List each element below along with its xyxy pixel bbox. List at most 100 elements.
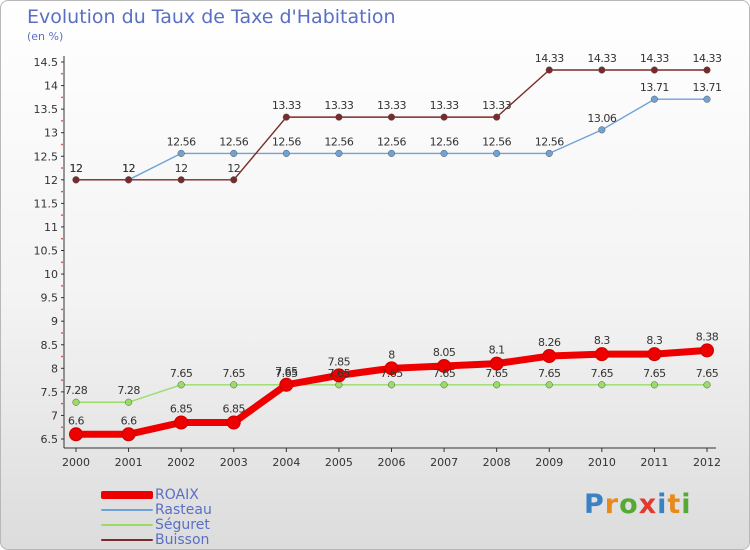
- data-point-roaix: [331, 368, 346, 383]
- data-point-rasteau: [493, 149, 501, 157]
- data-label-buisson: 12: [122, 162, 135, 175]
- data-label-séguret: 7.65: [538, 367, 561, 380]
- x-tick-label: 2002: [167, 456, 195, 469]
- logo-letter: r: [604, 489, 620, 520]
- y-tick-label: 13.5: [34, 103, 59, 116]
- data-point-roaix: [594, 347, 609, 362]
- data-point-roaix: [700, 343, 714, 358]
- data-point-rasteau: [440, 149, 448, 157]
- data-point-séguret: [703, 381, 711, 389]
- data-label-séguret: 7.65: [591, 367, 614, 380]
- legend-label-seguret: Séguret: [155, 517, 210, 533]
- data-label-roaix: 8.3: [594, 334, 610, 347]
- x-tick-label: 2011: [640, 456, 668, 469]
- x-tick-label: 2001: [115, 456, 143, 469]
- logo-letter: t: [667, 489, 682, 520]
- data-label-rasteau: 12.56: [272, 135, 301, 148]
- data-label-buisson: 12: [227, 162, 240, 175]
- data-point-buisson: [650, 66, 658, 74]
- y-minor-tick: [61, 190, 63, 193]
- data-label-buisson: 14.33: [535, 52, 564, 65]
- y-tick-label: 13: [44, 127, 58, 140]
- x-tick-label: 2008: [483, 456, 511, 469]
- data-point-séguret: [125, 398, 133, 406]
- data-point-séguret: [177, 381, 185, 389]
- data-label-buisson: 14.33: [587, 52, 616, 65]
- y-tick-label: 8: [51, 362, 58, 375]
- y-minor-tick: [61, 426, 63, 429]
- x-tick-label: 2004: [272, 456, 300, 469]
- chart-title: Evolution du Taux de Taxe d'Habitation: [27, 6, 396, 28]
- x-tick-label: 2007: [430, 456, 458, 469]
- data-label-buisson: 14.33: [640, 52, 669, 65]
- series-line-buisson: [75, 69, 708, 181]
- data-label-séguret: 7.65: [485, 367, 508, 380]
- data-label-rasteau: 13.71: [693, 81, 722, 94]
- data-label-séguret: 7.65: [170, 367, 193, 380]
- y-tick-label: 7.5: [41, 386, 59, 399]
- data-point-rasteau: [545, 149, 553, 157]
- data-point-séguret: [545, 381, 553, 389]
- data-point-roaix: [384, 361, 399, 376]
- y-tick-label: 11: [44, 221, 58, 234]
- data-label-roaix: 7.85: [328, 355, 351, 368]
- legend-item-rasteau: Rasteau: [101, 502, 261, 518]
- data-label-roaix: 6.85: [223, 403, 246, 416]
- data-label-roaix: 6.85: [170, 403, 193, 416]
- y-minor-tick: [61, 284, 63, 287]
- data-point-buisson: [598, 66, 606, 74]
- data-label-séguret: 7.65: [223, 367, 246, 380]
- data-label-buisson: 13.33: [324, 99, 353, 112]
- y-minor-tick: [61, 96, 63, 99]
- data-label-rasteau: 13.71: [640, 81, 669, 94]
- data-point-roaix: [174, 415, 189, 430]
- data-label-rasteau: 12.56: [535, 135, 564, 148]
- data-point-roaix: [279, 377, 294, 392]
- data-point-rasteau: [282, 149, 290, 157]
- x-tick-label: 2003: [220, 456, 248, 469]
- legend-swatch-roaix: [101, 491, 153, 499]
- y-minor-tick: [61, 402, 63, 405]
- y-minor-tick: [61, 332, 63, 334]
- data-label-séguret: 7.65: [380, 367, 403, 380]
- data-point-roaix: [226, 415, 241, 430]
- data-point-buisson: [177, 176, 185, 184]
- y-tick-label: 9.5: [41, 292, 59, 305]
- data-label-rasteau: 12.56: [430, 135, 459, 148]
- logo-letter: i: [657, 489, 668, 520]
- data-label-rasteau: 12.56: [377, 135, 406, 148]
- legend-swatch-buisson: [101, 539, 153, 541]
- data-label-roaix: 8.38: [696, 330, 719, 343]
- y-minor-tick: [61, 308, 63, 311]
- data-label-séguret: 7.65: [433, 367, 456, 380]
- x-tick-label: 2005: [325, 456, 353, 469]
- legend-item-seguret: Séguret: [101, 517, 261, 533]
- data-label-séguret: 7.28: [117, 384, 140, 397]
- y-minor-tick: [61, 261, 63, 264]
- data-point-séguret: [387, 381, 396, 389]
- y-minor-tick: [61, 379, 63, 381]
- data-point-buisson: [72, 176, 80, 184]
- data-label-buisson: 13.33: [272, 99, 301, 112]
- data-point-séguret: [598, 381, 606, 389]
- logo-letter: i: [681, 489, 692, 520]
- data-point-séguret: [440, 381, 448, 389]
- data-label-roaix: 6.6: [121, 414, 137, 427]
- data-label-séguret: 7.28: [65, 384, 88, 397]
- data-label-buisson: 13.33: [377, 99, 406, 112]
- data-point-séguret: [493, 381, 501, 389]
- legend-item-buisson: Buisson: [101, 532, 261, 548]
- data-point-roaix: [647, 347, 662, 362]
- data-label-rasteau: 12.56: [324, 135, 353, 148]
- data-label-rasteau: 12.56: [167, 135, 196, 148]
- data-point-buisson: [387, 113, 396, 121]
- y-minor-tick: [61, 167, 63, 169]
- data-point-rasteau: [387, 149, 396, 157]
- data-label-séguret: 7.65: [328, 367, 351, 380]
- data-label-roaix: 8: [388, 348, 395, 361]
- data-point-buisson: [230, 176, 238, 184]
- data-point-buisson: [545, 66, 553, 74]
- y-minor-tick: [61, 143, 63, 146]
- data-label-séguret: 7.65: [275, 367, 298, 380]
